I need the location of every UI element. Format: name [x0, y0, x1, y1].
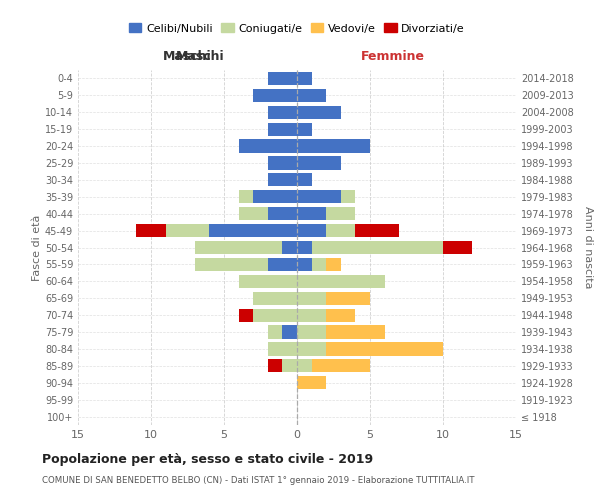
Bar [297, 376, 326, 390]
Bar [297, 156, 341, 170]
Bar [268, 106, 297, 119]
Bar [311, 241, 443, 254]
Bar [326, 207, 355, 220]
Bar [297, 122, 311, 136]
Bar [297, 106, 341, 119]
Bar [297, 274, 385, 288]
Bar [297, 190, 341, 203]
Bar [297, 140, 370, 152]
Bar [253, 190, 297, 203]
Bar [297, 308, 326, 322]
Bar [326, 308, 355, 322]
Bar [268, 156, 297, 170]
Bar [239, 140, 297, 152]
Text: Maschi: Maschi [176, 50, 225, 63]
Bar [311, 359, 370, 372]
Bar [209, 224, 297, 237]
Bar [311, 258, 326, 271]
Bar [297, 292, 326, 305]
Bar [268, 326, 283, 338]
Bar [268, 342, 297, 355]
Y-axis label: Fasce di età: Fasce di età [32, 214, 42, 280]
Bar [136, 224, 166, 237]
Bar [326, 326, 385, 338]
Bar [326, 342, 443, 355]
Text: Femmine: Femmine [361, 50, 425, 63]
Bar [297, 342, 326, 355]
Bar [268, 207, 297, 220]
Bar [297, 241, 311, 254]
Bar [341, 190, 355, 203]
Bar [268, 359, 283, 372]
Bar [239, 190, 253, 203]
Bar [268, 122, 297, 136]
Bar [283, 359, 297, 372]
Bar [283, 241, 297, 254]
Bar [253, 308, 297, 322]
Bar [239, 207, 268, 220]
Bar [268, 174, 297, 186]
Bar [166, 224, 209, 237]
Bar [239, 308, 253, 322]
Text: Maschi: Maschi [163, 50, 212, 63]
Bar [297, 207, 326, 220]
Bar [326, 224, 355, 237]
Bar [297, 174, 311, 186]
Bar [268, 72, 297, 85]
Text: COMUNE DI SAN BENEDETTO BELBO (CN) - Dati ISTAT 1° gennaio 2019 - Elaborazione T: COMUNE DI SAN BENEDETTO BELBO (CN) - Dat… [42, 476, 475, 485]
Bar [297, 326, 326, 338]
Bar [195, 241, 283, 254]
Bar [297, 258, 311, 271]
Bar [443, 241, 472, 254]
Text: Popolazione per età, sesso e stato civile - 2019: Popolazione per età, sesso e stato civil… [42, 452, 373, 466]
Y-axis label: Anni di nascita: Anni di nascita [583, 206, 593, 289]
Bar [239, 274, 297, 288]
Bar [297, 89, 326, 102]
Bar [326, 258, 341, 271]
Bar [297, 72, 311, 85]
Bar [253, 89, 297, 102]
Bar [253, 292, 297, 305]
Bar [283, 326, 297, 338]
Bar [195, 258, 268, 271]
Bar [326, 292, 370, 305]
Bar [297, 224, 326, 237]
Bar [355, 224, 399, 237]
Legend: Celibi/Nubili, Coniugati/e, Vedovi/e, Divorziati/e: Celibi/Nubili, Coniugati/e, Vedovi/e, Di… [125, 19, 469, 38]
Bar [268, 258, 297, 271]
Bar [297, 359, 311, 372]
